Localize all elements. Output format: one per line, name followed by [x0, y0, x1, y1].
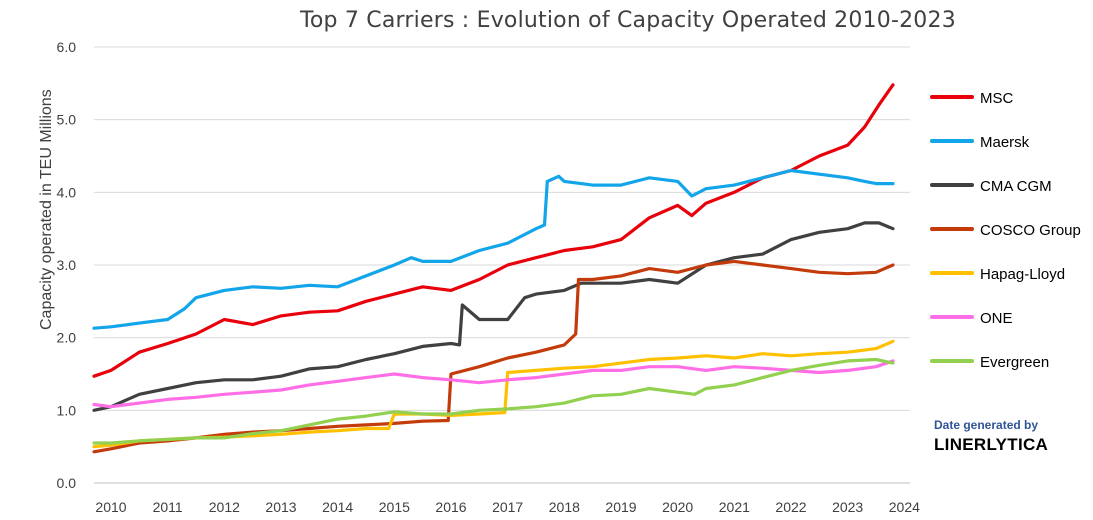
series-line-evergreen	[92, 357, 895, 445]
legend-label-maersk: Maersk	[980, 134, 1030, 151]
series-line-cma-cgm	[92, 221, 895, 412]
x-tick-label: 2017	[492, 499, 523, 515]
legend-label-one: ONE	[980, 310, 1013, 327]
y-tick-label: 0.0	[57, 475, 77, 491]
x-tick-label: 2018	[549, 499, 580, 515]
x-tick-label: 2020	[662, 499, 693, 515]
legend-label-evergreen: Evergreen	[980, 354, 1049, 371]
legend-label-cma-cgm: CMA CGM	[980, 178, 1052, 195]
chart-title: Top 7 Carriers : Evolution of Capacity O…	[300, 8, 956, 33]
y-axis-label: Capacity operated in TEU Millions	[38, 89, 55, 330]
y-tick-label: 2.0	[57, 330, 77, 346]
y-tick-label: 3.0	[57, 257, 77, 273]
x-tick-label: 2016	[435, 499, 466, 515]
series-line-msc	[92, 83, 895, 378]
x-tick-label: 2015	[379, 499, 410, 515]
series-line-cosco-group	[92, 259, 895, 454]
x-tick-label: 2010	[95, 499, 126, 515]
y-tick-label: 4.0	[57, 184, 77, 200]
x-tick-label: 2022	[775, 499, 806, 515]
x-tick-label: 2024	[889, 499, 920, 515]
legend-label-hapag-lloyd: Hapag-Lloyd	[980, 266, 1065, 283]
y-tick-label: 1.0	[57, 402, 77, 418]
x-tick-label: 2013	[265, 499, 296, 515]
date-generated-note: Date generated by	[934, 418, 1039, 432]
x-tick-label: 2021	[719, 499, 750, 515]
brand-logo-text: LINERLYTICA	[934, 435, 1049, 454]
x-tick-label: 2011	[153, 499, 183, 515]
y-tick-label: 5.0	[57, 112, 77, 128]
x-tick-label: 2014	[322, 499, 353, 515]
legend-label-cosco-group: COSCO Group	[980, 222, 1081, 239]
x-tick-label: 2023	[832, 499, 863, 515]
series-line-maersk	[92, 168, 895, 330]
x-tick-label: 2019	[605, 499, 636, 515]
series-line-one	[92, 359, 895, 409]
legend-label-msc: MSC	[980, 90, 1014, 107]
y-tick-label: 6.0	[57, 39, 77, 55]
footer: Date generated by LINERLYTICA	[934, 418, 1048, 455]
x-tick-label: 2012	[209, 499, 240, 515]
